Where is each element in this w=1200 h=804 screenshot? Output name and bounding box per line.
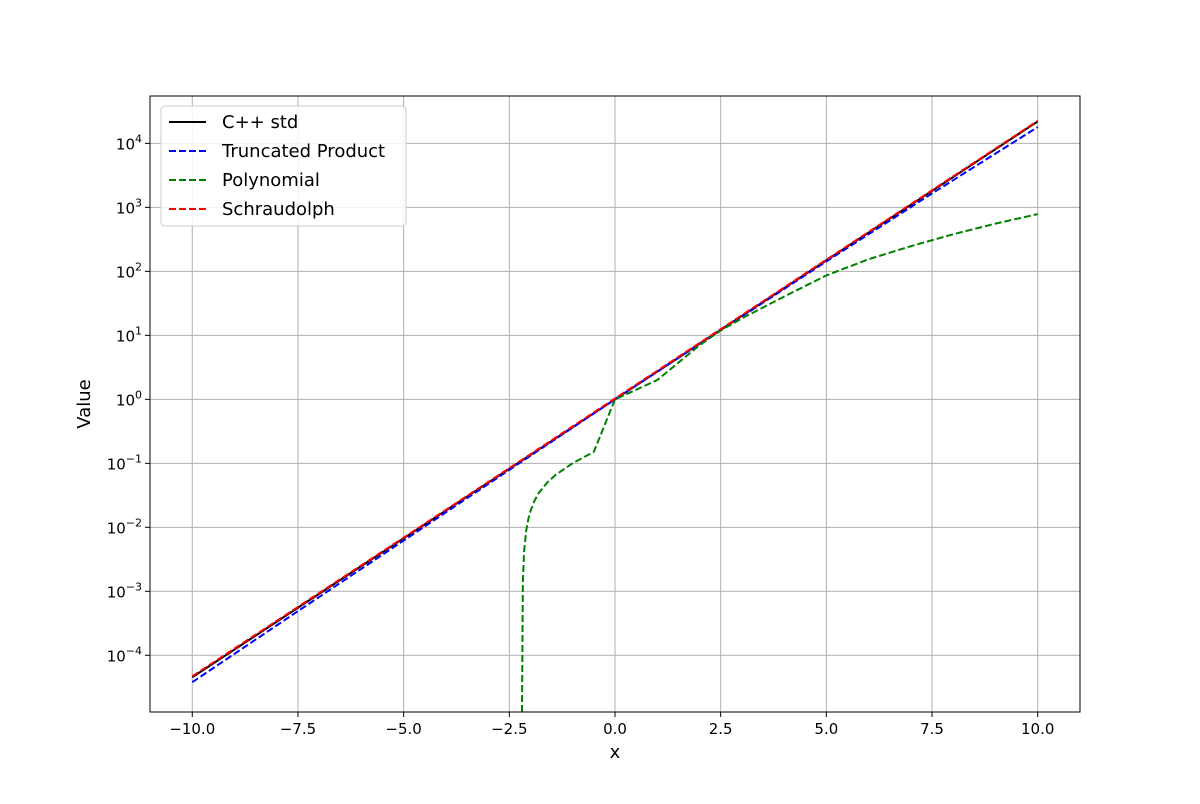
x-tick-label: −7.5 xyxy=(280,720,316,738)
legend: C++ std Truncated Product Polynomial Schrau… xyxy=(160,105,407,227)
x-tick-label: −2.5 xyxy=(491,720,527,738)
y-axis-label: Value xyxy=(74,379,95,428)
x-axis-label: x xyxy=(610,742,621,763)
y-tick-label: 10−2 xyxy=(107,516,142,537)
y-tick-label: 101 xyxy=(116,324,142,345)
y-tick-label: 10−1 xyxy=(107,452,142,473)
legend-entry-label: Truncated Product xyxy=(221,141,385,162)
legend-entry-label: C++ std xyxy=(222,112,298,133)
y-tick-label: 104 xyxy=(116,132,142,153)
x-tick-label: 7.5 xyxy=(920,720,944,738)
y-tick-label: 10−4 xyxy=(107,644,142,665)
x-tick-label: −5.0 xyxy=(385,720,421,738)
x-tick-label: 10.0 xyxy=(1021,720,1054,738)
legend-box xyxy=(160,105,407,227)
y-tick-label: 10−3 xyxy=(107,580,142,601)
series-line-polynomial xyxy=(521,213,1038,713)
x-tick-label: 0.0 xyxy=(603,720,627,738)
series-line-schraudolph xyxy=(191,120,1039,678)
y-tick-label: 103 xyxy=(116,196,142,217)
series-line-truncated-product xyxy=(191,126,1039,684)
x-tick-label: 5.0 xyxy=(814,720,838,738)
legend-entry-label: Schraudolph xyxy=(222,199,335,220)
series-layer xyxy=(191,120,1039,713)
y-tick-label: 102 xyxy=(116,260,142,281)
x-tick-label: −10.0 xyxy=(169,720,215,738)
legend-entry-label: Polynomial xyxy=(222,170,320,191)
y-tick-label: 100 xyxy=(116,388,142,409)
ticks-layer: −10.0 −7.5 −5.0 −2.5 0.0 2.5 5.0 7.5 10.0 10−4 10−… xyxy=(107,132,1055,738)
x-tick-label: 2.5 xyxy=(709,720,733,738)
